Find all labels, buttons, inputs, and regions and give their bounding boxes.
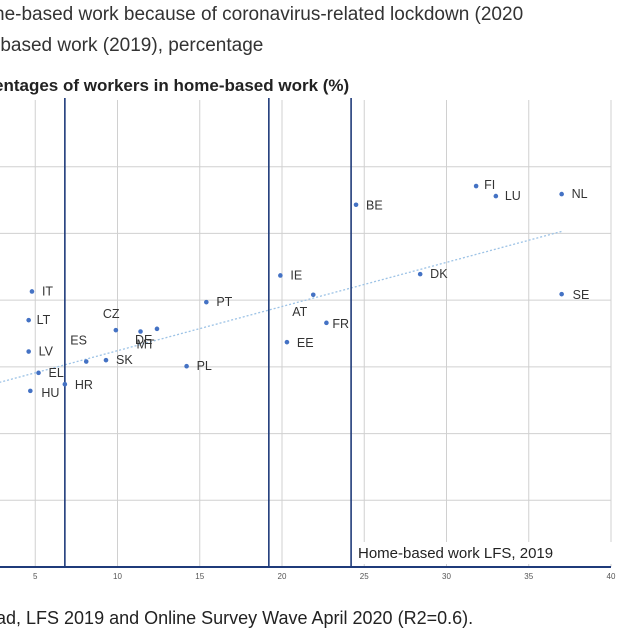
x-tick-label: 20	[278, 572, 287, 581]
point-label: IE	[290, 268, 302, 282]
point-label: SE	[573, 288, 590, 302]
data-point	[154, 326, 160, 332]
point-label: AT	[292, 305, 307, 319]
data-point	[204, 299, 209, 305]
data-point	[28, 388, 33, 394]
x-tick-label: 25	[360, 572, 369, 581]
point-label: EL	[49, 366, 64, 380]
trendline	[0, 230, 562, 383]
data-point	[417, 271, 423, 277]
gridlines	[0, 100, 612, 567]
data-point	[113, 327, 119, 333]
x-axis-title-background	[352, 542, 614, 564]
data-point	[138, 329, 143, 334]
data-point	[324, 320, 329, 326]
reference-lines	[64, 98, 352, 567]
point-label: FR	[332, 317, 349, 331]
data-point	[103, 357, 109, 363]
data-point	[184, 363, 189, 369]
point-label: HU	[41, 386, 59, 400]
data-point	[284, 339, 290, 345]
x-tick-label: 40	[607, 572, 616, 581]
data-point	[559, 291, 564, 297]
data-point	[473, 183, 479, 189]
x-tick-label: 10	[113, 572, 122, 581]
figure-title-line-1: he-based work because of coronavirus-rel…	[0, 4, 524, 25]
data-point	[278, 273, 283, 278]
trendline-group	[0, 230, 562, 383]
point-label: SK	[116, 353, 133, 367]
point-label: DE	[135, 333, 152, 347]
point-label: PL	[197, 359, 212, 373]
source-note: ad, LFS 2019 and Online Survey Wave Apri…	[0, 608, 474, 628]
data-points: FILUNLBEIEDKATSEITPTLTCZDEMTFREEESSKCYLV…	[26, 178, 590, 400]
point-label: LU	[505, 189, 521, 203]
point-label: HR	[75, 378, 93, 392]
point-label: DK	[430, 267, 448, 281]
point-label: BE	[366, 199, 383, 213]
data-point	[29, 289, 35, 294]
x-axis-title: Home-based work LFS, 2019	[358, 545, 553, 562]
data-point	[493, 193, 499, 199]
data-point	[36, 370, 41, 376]
x-axis: 5 10 15 20 25 30 35 40	[0, 566, 616, 581]
point-label: NL	[572, 187, 588, 201]
point-label: MT	[137, 337, 155, 351]
point-label: FI	[484, 178, 495, 192]
data-point	[559, 191, 564, 197]
x-tick-label: 35	[524, 572, 533, 581]
x-tick-label: 30	[442, 572, 451, 581]
point-label: LV	[39, 345, 54, 359]
data-point	[83, 359, 89, 364]
point-label: LT	[37, 313, 51, 327]
data-point	[310, 292, 316, 298]
x-tick-label: 5	[33, 572, 38, 581]
point-label: IT	[42, 284, 53, 298]
figure-title-line-2: -based work (2019), percentage	[0, 35, 264, 56]
point-label: PT	[216, 295, 232, 309]
point-label: EE	[297, 336, 314, 350]
data-point	[26, 349, 31, 354]
x-tick-label: 15	[195, 572, 204, 581]
point-label: ES	[70, 334, 87, 348]
point-label: CZ	[103, 307, 120, 321]
chart-title: entages of workers in home-based work (%…	[0, 76, 350, 95]
data-point	[62, 381, 68, 387]
data-point	[26, 317, 31, 323]
scatter-plot: 5 10 15 20 25 30 35 40 FI LU NL BE IE DK AT SE IT PT LT CZ…	[0, 98, 616, 581]
data-point	[353, 202, 359, 208]
